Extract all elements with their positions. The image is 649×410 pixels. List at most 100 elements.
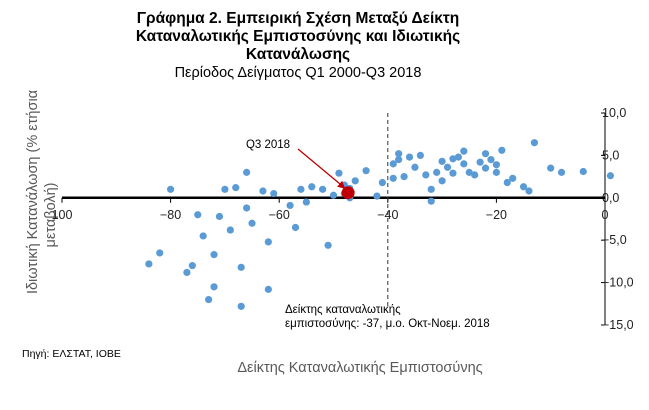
data-point	[411, 163, 419, 171]
chart-title-line-2: Καταναλωτικής Εμπιστοσύνης και Ιδιωτικής	[136, 28, 460, 45]
y-tick-label: −10,0	[602, 276, 634, 290]
data-point	[243, 168, 251, 176]
data-point	[503, 178, 511, 187]
data-point	[579, 167, 587, 176]
data-point	[237, 263, 245, 271]
data-point	[335, 169, 343, 177]
data-point	[416, 151, 424, 159]
y-axis-label-line-2: μεταβολή)	[43, 183, 59, 248]
highlight-arrowhead	[337, 180, 346, 189]
y-tick-label: 10,0	[602, 106, 626, 120]
data-point	[210, 283, 218, 291]
data-point	[319, 185, 327, 193]
data-point	[248, 219, 256, 227]
data-point	[378, 178, 386, 187]
data-point	[449, 169, 457, 177]
annotation-layer: Q3 2018	[246, 139, 355, 200]
data-point	[433, 168, 441, 176]
data-point	[264, 285, 272, 293]
x-tick-label: −80	[160, 208, 181, 222]
x-axis-label: Δείκτης Καταναλωτικής Εμπιστοσύνης	[237, 360, 482, 376]
data-point	[194, 211, 202, 219]
data-point	[215, 212, 224, 221]
data-point	[329, 191, 338, 199]
reference-note-line-2: εμπιστοσύνης: -37, μ.ο. Οκτ-Νοεμ. 2018	[285, 318, 490, 330]
data-point	[454, 153, 462, 161]
data-point	[519, 183, 528, 191]
data-point	[237, 302, 245, 310]
data-point	[427, 185, 435, 193]
data-point	[449, 155, 457, 163]
data-point	[471, 171, 479, 179]
data-point	[205, 295, 213, 304]
data-point	[145, 260, 153, 268]
x-tick-label: 0	[602, 208, 609, 222]
data-point	[443, 163, 452, 171]
data-point	[270, 189, 278, 198]
data-point	[606, 172, 615, 180]
highlight-point	[341, 186, 355, 200]
data-point	[188, 262, 196, 270]
y-tick-label: −15,0	[602, 318, 634, 332]
data-point	[487, 156, 495, 164]
data-point	[221, 185, 229, 193]
points-layer	[145, 139, 615, 310]
data-point	[308, 183, 316, 191]
data-point	[297, 185, 305, 193]
y-tick-label: 5,0	[602, 148, 619, 162]
data-point	[530, 139, 539, 147]
data-point	[243, 204, 251, 212]
data-point	[438, 177, 446, 185]
chart-title-line-3: Κατανάλωσης	[246, 46, 350, 63]
data-point	[373, 192, 381, 200]
data-point	[226, 226, 234, 234]
data-point	[492, 161, 500, 169]
data-point	[460, 147, 468, 155]
x-tick-label: −20	[486, 208, 507, 222]
y-axis-label-line-1: Ιδιωτική Κατανάλωση (% ετήσια	[25, 90, 41, 294]
data-point	[498, 146, 506, 154]
data-point	[509, 174, 517, 182]
data-point	[395, 150, 403, 158]
data-point	[167, 185, 175, 193]
data-point	[324, 241, 332, 249]
data-point	[302, 198, 310, 206]
data-point	[405, 153, 414, 161]
data-point	[389, 174, 397, 182]
data-point	[427, 197, 435, 205]
source-note: Πηγή: ΕΛΣΤΑΤ, ΙΟΒΕ	[22, 348, 121, 360]
x-tick-label: 100	[52, 208, 73, 222]
y-tick-label: 0,0	[602, 191, 619, 205]
data-point	[525, 187, 533, 195]
data-point	[210, 251, 218, 259]
data-point	[557, 168, 566, 176]
data-point	[438, 157, 446, 165]
data-point	[481, 150, 490, 158]
data-point	[264, 238, 272, 246]
reference-note-line-1: Δείκτης καταναλωτικής	[285, 304, 401, 316]
data-point	[492, 168, 500, 176]
highlight-label: Q3 2018	[246, 139, 290, 151]
data-point	[259, 187, 267, 195]
data-point	[351, 177, 359, 185]
data-point	[481, 164, 490, 172]
data-point	[465, 168, 473, 176]
data-point	[183, 268, 191, 277]
data-point	[476, 158, 484, 166]
data-point	[400, 173, 408, 181]
chart-subtitle: Περίοδος Δείγματος Q1 2000-Q3 2018	[175, 65, 422, 81]
data-point	[389, 160, 397, 168]
data-point	[362, 167, 370, 175]
data-point	[547, 164, 555, 172]
data-point	[286, 201, 294, 210]
y-tick-label: −5,0	[602, 233, 627, 247]
data-point	[291, 223, 300, 232]
data-point	[460, 160, 468, 168]
data-point	[156, 249, 164, 257]
x-tick-label: −60	[269, 208, 290, 222]
highlight-arrow	[297, 148, 343, 187]
data-point	[422, 171, 430, 179]
data-point	[395, 156, 403, 164]
